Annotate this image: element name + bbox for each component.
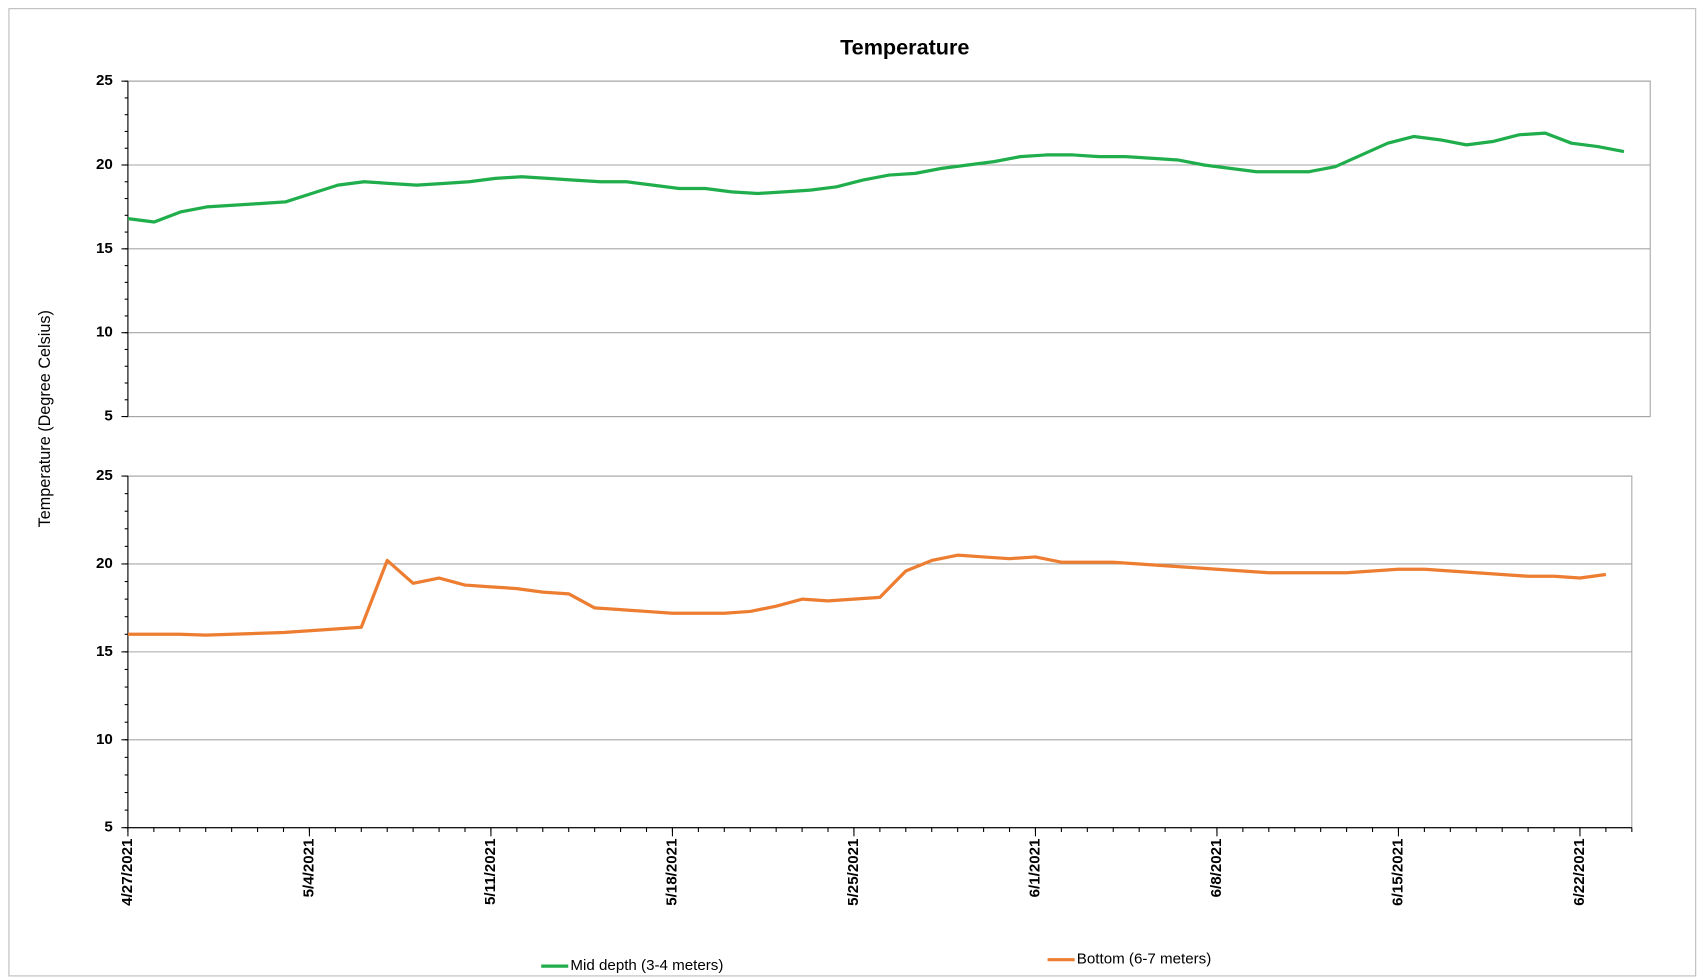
x-tick-label: 5/11/2021 [482,839,499,905]
y-tick-label: 10 [96,731,113,748]
frame [8,8,1697,977]
x-tick-label: 6/22/2021 [1571,839,1588,906]
series-line [127,553,1607,637]
y-tick-label: 20 [96,156,113,173]
y-tick-label: 20 [96,555,113,572]
x-tick-label: 6/1/2021 [1026,839,1043,898]
x-tick-label: 6/15/2021 [1389,839,1406,906]
legend-label: Mid depth (3-4 meters) [570,957,723,974]
legend-label: Bottom (6-7 meters) [1077,951,1211,968]
x-tick-label: 5/4/2021 [300,839,317,898]
x-tick-label: 5/25/2021 [845,839,862,906]
y-tick-label: 5 [104,819,112,836]
y-tick-label: 10 [96,324,113,341]
chart-title: Temperature [840,34,969,59]
x-tick-label: 6/8/2021 [1208,839,1225,898]
y-tick-label: 15 [96,643,113,660]
y-tick-label: 5 [104,408,112,425]
series-line [127,131,1625,224]
y-tick-label: 25 [96,467,113,484]
x-tick-label: 5/18/2021 [663,839,680,906]
y-tick-label: 25 [96,72,113,89]
y-tick-label: 15 [96,240,113,257]
x-tick-label: 4/27/2021 [119,839,136,906]
y-axis-label: Temperature (Degree Celsius) [36,310,54,527]
